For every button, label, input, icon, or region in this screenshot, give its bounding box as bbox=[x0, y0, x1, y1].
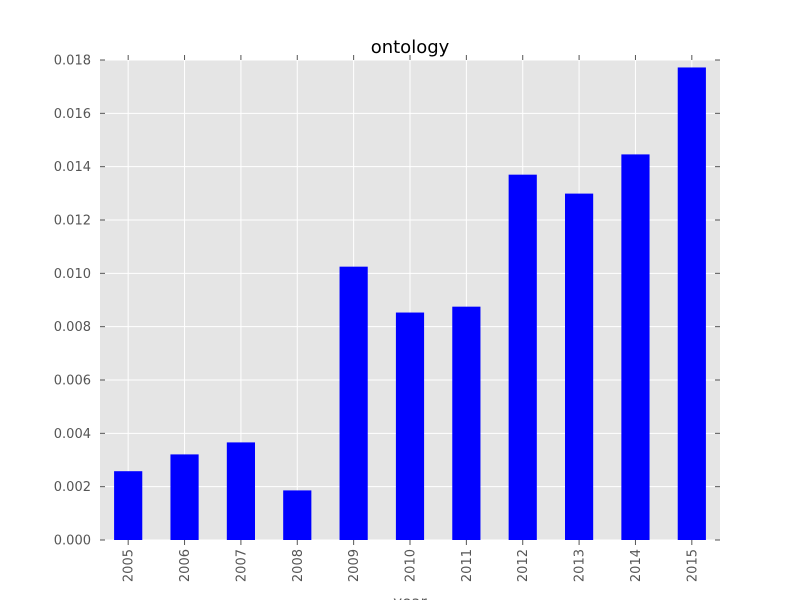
bar-2012 bbox=[508, 174, 537, 540]
y-tick-label: 0.012 bbox=[54, 214, 91, 229]
bar-2013 bbox=[565, 193, 594, 540]
y-tick-label: 0.014 bbox=[54, 160, 91, 175]
x-tick-label: 2014 bbox=[629, 549, 644, 582]
y-tick-label: 0.010 bbox=[54, 267, 91, 282]
x-tick-label: 2005 bbox=[122, 549, 137, 582]
x-tick-label: 2011 bbox=[460, 549, 475, 582]
x-tick-label: 2010 bbox=[404, 549, 419, 582]
y-tick-label: 0.008 bbox=[54, 320, 91, 335]
bar-2015 bbox=[677, 67, 706, 540]
bars bbox=[114, 67, 706, 540]
bar-2011 bbox=[452, 306, 481, 540]
x-tick-labels: 2005 2006 2007 2008 2009 2010 2011 2012 2013 2014… bbox=[122, 549, 701, 582]
y-tick-label: 0.002 bbox=[54, 480, 91, 495]
bar-2008 bbox=[283, 490, 312, 540]
y-tick-label: 0.018 bbox=[54, 54, 91, 69]
x-tick-label: 2012 bbox=[516, 549, 531, 582]
x-tick-label: 2006 bbox=[178, 549, 193, 582]
y-tick-label: 0.006 bbox=[54, 374, 91, 389]
bar-2006 bbox=[170, 454, 199, 540]
tick-marks bbox=[100, 55, 720, 545]
y-tick-labels: 0.000 0.002 0.004 0.006 0.008 0.010 0.012 0.014… bbox=[54, 54, 91, 549]
x-tick-label: 2013 bbox=[573, 549, 588, 582]
y-tick-label: 0.000 bbox=[54, 534, 91, 549]
bar-2007 bbox=[226, 442, 255, 540]
x-tick-label: 2015 bbox=[685, 549, 700, 582]
x-tick-label: 2008 bbox=[291, 549, 306, 582]
bar-2014 bbox=[621, 154, 650, 540]
x-tick-label: 2007 bbox=[234, 549, 249, 582]
chart-title: ontology bbox=[371, 37, 450, 58]
bar-2009 bbox=[339, 266, 368, 540]
y-tick-label: 0.004 bbox=[54, 427, 91, 442]
bar-2005 bbox=[114, 471, 143, 540]
x-tick-label: 2009 bbox=[347, 549, 362, 582]
bar-2010 bbox=[395, 312, 425, 540]
x-axis-label: year bbox=[393, 593, 427, 600]
y-tick-label: 0.016 bbox=[54, 107, 91, 122]
